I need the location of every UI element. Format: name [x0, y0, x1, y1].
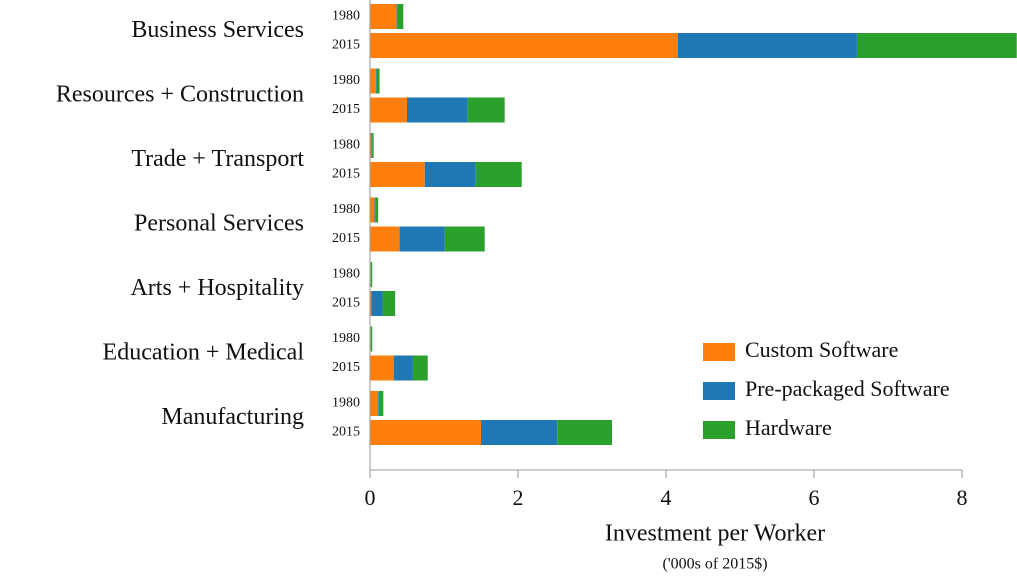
legend-swatch	[703, 421, 735, 439]
bar	[397, 4, 404, 29]
bar	[393, 355, 413, 381]
bar	[375, 197, 379, 223]
bar	[407, 97, 468, 123]
year-label: 1980	[332, 202, 360, 217]
x-tick-label: 4	[661, 485, 672, 510]
bar	[382, 291, 396, 316]
category-label: Personal Services	[134, 211, 304, 237]
bar	[370, 97, 407, 123]
year-label: 1980	[332, 138, 360, 153]
year-label: 1980	[332, 267, 360, 282]
year-label: 2015	[332, 296, 360, 311]
bar	[370, 391, 379, 416]
legend-swatch	[703, 382, 735, 400]
category-label: Arts + Hospitality	[130, 275, 304, 301]
bar	[399, 226, 445, 252]
year-label: 1980	[332, 331, 360, 346]
bar	[370, 33, 678, 58]
year-label: 2015	[332, 231, 360, 246]
x-tick-label: 0	[365, 485, 376, 510]
bar	[378, 391, 379, 416]
bar	[375, 68, 377, 94]
bar	[481, 420, 558, 445]
bar	[372, 133, 374, 158]
bar	[371, 291, 383, 316]
category-label: Manufacturing	[161, 404, 304, 430]
bar	[374, 197, 376, 223]
year-label: 1980	[332, 396, 360, 411]
bar	[370, 162, 425, 187]
legend-label: Custom Software	[745, 337, 898, 362]
x-tick-label: 2	[513, 485, 524, 510]
year-label: 2015	[332, 102, 360, 117]
bar	[444, 226, 485, 252]
bar	[370, 133, 372, 158]
year-label: 2015	[332, 425, 360, 440]
x-tick-label: 8	[957, 485, 968, 510]
year-label: 2015	[332, 360, 360, 375]
bar	[557, 420, 612, 445]
year-label: 2015	[332, 167, 360, 182]
bar	[424, 162, 476, 187]
bar	[370, 226, 400, 252]
bar	[475, 162, 522, 187]
category-label: Education + Medical	[103, 340, 305, 366]
bar	[370, 262, 373, 287]
x-tick-label: 6	[809, 485, 820, 510]
bar	[412, 355, 428, 381]
category-label: Resources + Construction	[56, 82, 304, 108]
bar	[677, 33, 857, 58]
bar	[856, 33, 1017, 58]
x-axis-note: ('000s of 2015$)	[662, 556, 767, 573]
legend-label: Pre-packaged Software	[745, 376, 950, 401]
legend-label: Hardware	[745, 415, 832, 440]
bar	[378, 391, 384, 416]
bar	[467, 97, 505, 123]
year-label: 2015	[332, 38, 360, 53]
bar	[370, 326, 373, 352]
bar	[370, 420, 481, 445]
year-label: 1980	[332, 73, 360, 88]
bar	[370, 197, 375, 223]
bar	[370, 291, 372, 316]
bar	[396, 4, 398, 29]
bar	[376, 68, 380, 94]
year-label: 1980	[332, 9, 360, 24]
bar	[371, 133, 373, 158]
legend-swatch	[703, 343, 735, 361]
bar	[370, 4, 397, 29]
category-label: Trade + Transport	[131, 146, 304, 172]
x-axis-label: Investment per Worker	[605, 521, 825, 547]
bar	[370, 68, 376, 94]
bar	[370, 355, 394, 381]
category-label: Business Services	[131, 17, 304, 43]
